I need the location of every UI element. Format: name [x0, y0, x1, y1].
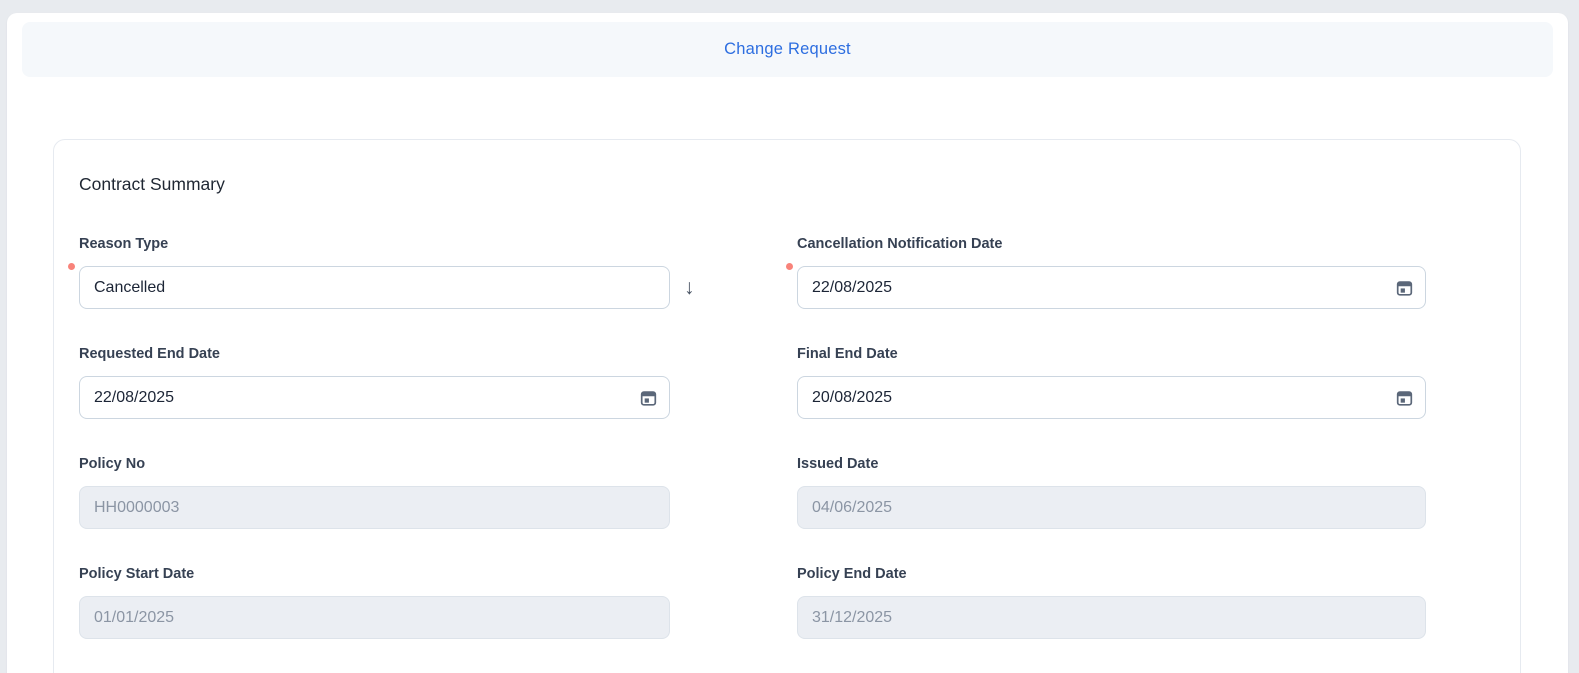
- field-policy-start-date: Policy Start Date: [79, 565, 716, 639]
- requested-end-date-label: Requested End Date: [79, 346, 220, 362]
- calendar-icon[interactable]: [1383, 377, 1425, 418]
- field-final-end-date: Final End Date: [797, 345, 1426, 419]
- calendar-icon[interactable]: [627, 377, 669, 418]
- policy-no-label: Policy No: [79, 456, 146, 472]
- issued-date-input: [797, 486, 1426, 529]
- field-policy-no: Policy No: [79, 455, 716, 529]
- field-reason-type: Reason Type ↓: [68, 235, 716, 309]
- reason-type-input[interactable]: [79, 266, 670, 309]
- reason-type-control: ↓: [68, 263, 716, 309]
- final-end-date-label: Final End Date: [797, 346, 898, 362]
- required-dot: [786, 263, 793, 270]
- reason-type-label: Reason Type: [79, 236, 169, 252]
- required-dot: [68, 263, 75, 270]
- policy-start-date-control: [79, 596, 716, 639]
- policy-start-date-input: [79, 596, 670, 639]
- down-arrow-icon[interactable]: ↓: [684, 275, 695, 299]
- policy-start-date-label: Policy Start Date: [79, 566, 195, 582]
- final-end-date-input[interactable]: [797, 376, 1426, 419]
- policy-no-control: [79, 486, 716, 529]
- issued-date-label: Issued Date: [797, 456, 879, 472]
- policy-end-date-control: [797, 596, 1426, 639]
- final-end-date-control: [797, 376, 1426, 419]
- calendar-icon[interactable]: [1383, 267, 1425, 308]
- field-requested-end-date: Requested End Date: [79, 345, 716, 419]
- cancellation-notification-date-input[interactable]: [797, 266, 1426, 309]
- field-issued-date: Issued Date: [797, 455, 1426, 529]
- cancellation-notification-date-label: Cancellation Notification Date: [797, 236, 1003, 252]
- policy-end-date-input: [797, 596, 1426, 639]
- requested-end-date-input[interactable]: [79, 376, 670, 419]
- requested-end-date-control: [79, 376, 716, 419]
- field-cancellation-notification-date: Cancellation Notification Date: [786, 235, 1426, 309]
- contract-summary-form: Reason Type ↓ Cancellation Notification …: [68, 235, 1520, 639]
- card-title: Contract Summary: [79, 174, 225, 194]
- page-title: Change Request: [724, 40, 851, 58]
- issued-date-control: [797, 486, 1426, 529]
- policy-end-date-label: Policy End Date: [797, 566, 907, 582]
- page-header: Change Request: [22, 22, 1553, 77]
- field-policy-end-date: Policy End Date: [797, 565, 1426, 639]
- contract-summary-card: Contract Summary Reason Type ↓ Cancellat…: [53, 139, 1521, 673]
- cancellation-notification-date-control: [786, 263, 1426, 309]
- content-panel: Change Request Contract Summary Reason T…: [7, 13, 1568, 673]
- policy-no-input: [79, 486, 670, 529]
